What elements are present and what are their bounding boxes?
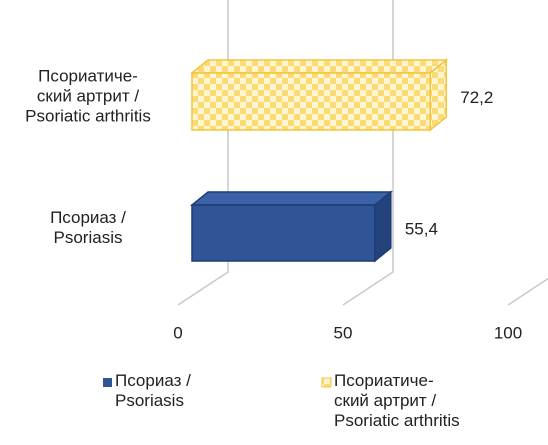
bar bbox=[189, 190, 393, 263]
bar-top bbox=[189, 191, 393, 206]
y-tick-label: Псориаз / Psoriasis bbox=[50, 208, 126, 247]
value-label: 55,4 bbox=[405, 219, 438, 238]
bar bbox=[189, 58, 449, 132]
legend-label: Псориаз / Psoriasis bbox=[115, 371, 191, 410]
value-label: 72,2 bbox=[460, 88, 493, 107]
legend-swatch bbox=[321, 377, 332, 388]
legend-label: Псориатиче-ский артрит / Psoriatic arthri… bbox=[334, 371, 460, 430]
x-tick-label: 50 bbox=[334, 323, 353, 342]
bar-top bbox=[189, 59, 449, 74]
bar-side bbox=[429, 58, 448, 132]
x-tick-label: 0 bbox=[173, 323, 182, 342]
bar-front bbox=[191, 204, 376, 262]
legend-swatch bbox=[103, 378, 112, 387]
grid-line bbox=[507, 277, 548, 306]
bar-side bbox=[374, 190, 392, 263]
bar-front bbox=[191, 72, 432, 131]
x-tick-label: 100 bbox=[494, 323, 522, 342]
y-tick-label: Псориатиче-ский артрит / Psoriatic arthri… bbox=[25, 67, 151, 126]
